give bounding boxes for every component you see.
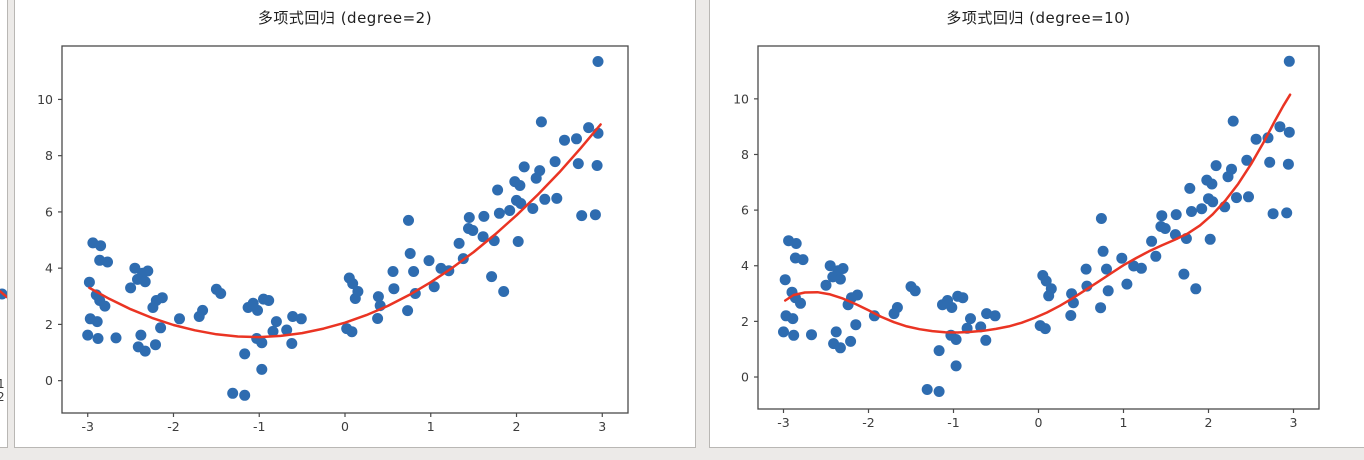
previous-subplot-curve-fragment bbox=[0, 288, 7, 300]
chart-panel-degree-2: 多项式回归 (degree=2) -3 -2 -1 0 1 2 3 0 2 4 6 8 10 bbox=[14, 0, 696, 448]
svg-text:0: 0 bbox=[45, 373, 53, 388]
svg-text:4: 4 bbox=[45, 261, 53, 276]
svg-text:-3: -3 bbox=[777, 415, 789, 430]
svg-text:0: 0 bbox=[741, 370, 749, 385]
svg-text:10: 10 bbox=[733, 91, 749, 106]
previous-subplot-ticklabel-fragment: 1 bbox=[0, 377, 5, 391]
svg-text:1: 1 bbox=[1120, 415, 1128, 430]
svg-text:1: 1 bbox=[427, 419, 435, 434]
chart-title-degree-2: 多项式回归 (degree=2) bbox=[257, 9, 433, 27]
svg-text:-3: -3 bbox=[81, 419, 93, 434]
svg-text:0: 0 bbox=[1035, 415, 1043, 430]
svg-text:-2: -2 bbox=[862, 415, 874, 430]
svg-text:0: 0 bbox=[341, 419, 349, 434]
svg-text:8: 8 bbox=[45, 148, 53, 163]
svg-text:-2: -2 bbox=[167, 419, 179, 434]
svg-text:-1: -1 bbox=[253, 419, 265, 434]
svg-text:3: 3 bbox=[598, 419, 606, 434]
svg-text:2: 2 bbox=[513, 419, 521, 434]
chart-panel-degree-10: 多项式回归 (degree=10) -3 -2 -1 0 1 2 3 0 2 4 6 8 10 bbox=[709, 0, 1364, 448]
scatter-plot-degree-10: -3 -2 -1 0 1 2 3 0 2 4 6 8 10 bbox=[733, 45, 1320, 430]
previous-subplot-sliver: 1 2 bbox=[0, 0, 8, 448]
svg-text:2: 2 bbox=[1205, 415, 1213, 430]
svg-text:4: 4 bbox=[741, 258, 749, 273]
svg-text:10: 10 bbox=[37, 92, 53, 107]
svg-text:6: 6 bbox=[45, 204, 53, 219]
svg-text:2: 2 bbox=[741, 314, 749, 329]
svg-text:3: 3 bbox=[1290, 415, 1298, 430]
previous-subplot-ticklabel-fragment: 2 bbox=[0, 390, 5, 404]
svg-text:2: 2 bbox=[45, 317, 53, 332]
chart-title-degree-10: 多项式回归 (degree=10) bbox=[946, 9, 1131, 27]
svg-text:-1: -1 bbox=[947, 415, 959, 430]
scatter-plot-degree-2: -3 -2 -1 0 1 2 3 0 2 4 6 8 10 bbox=[37, 45, 629, 434]
svg-text:6: 6 bbox=[741, 203, 749, 218]
svg-text:8: 8 bbox=[741, 147, 749, 162]
